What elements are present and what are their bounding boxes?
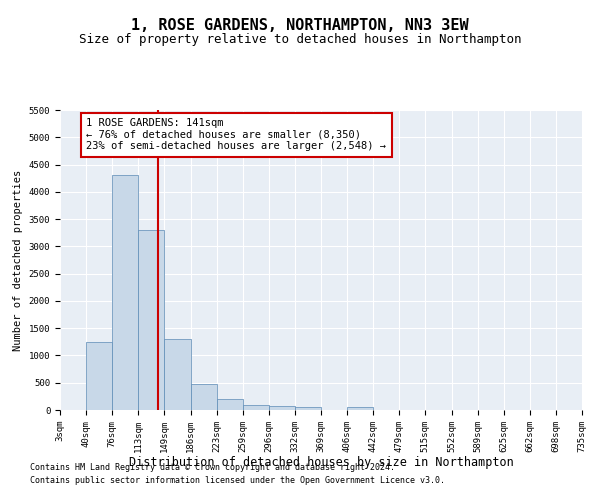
Bar [86,342,112,410]
Text: 1 ROSE GARDENS: 141sqm
← 76% of detached houses are smaller (8,350)
23% of semi-: 1 ROSE GARDENS: 141sqm ← 76% of detached… [86,118,386,152]
Text: 1, ROSE GARDENS, NORTHAMPTON, NN3 3EW: 1, ROSE GARDENS, NORTHAMPTON, NN3 3EW [131,18,469,32]
Bar [295,408,321,410]
Y-axis label: Number of detached properties: Number of detached properties [13,170,23,350]
X-axis label: Distribution of detached houses by size in Northampton: Distribution of detached houses by size … [128,456,514,469]
Text: Contains public sector information licensed under the Open Government Licence v3: Contains public sector information licen… [30,476,445,485]
Text: Contains HM Land Registry data © Crown copyright and database right 2024.: Contains HM Land Registry data © Crown c… [30,464,395,472]
Bar [191,384,217,410]
Bar [112,176,139,410]
Bar [269,406,295,410]
Bar [164,339,191,410]
Bar [347,408,373,410]
Bar [242,404,269,410]
Text: Size of property relative to detached houses in Northampton: Size of property relative to detached ho… [79,32,521,46]
Bar [217,399,242,410]
Bar [139,230,164,410]
